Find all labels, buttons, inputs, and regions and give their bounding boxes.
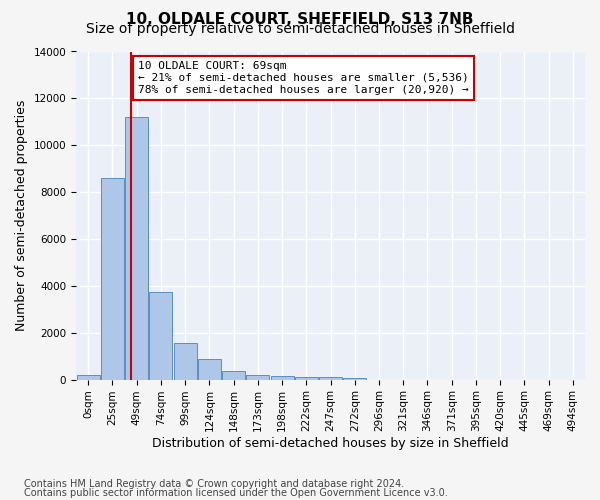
Bar bbox=[149, 292, 172, 380]
Bar bbox=[198, 358, 221, 380]
Bar bbox=[295, 378, 318, 380]
Bar bbox=[271, 376, 293, 380]
Bar bbox=[173, 344, 197, 380]
Text: Contains HM Land Registry data © Crown copyright and database right 2024.: Contains HM Land Registry data © Crown c… bbox=[24, 479, 404, 489]
Bar bbox=[77, 375, 100, 380]
Text: 10, OLDALE COURT, SHEFFIELD, S13 7NB: 10, OLDALE COURT, SHEFFIELD, S13 7NB bbox=[126, 12, 474, 28]
Y-axis label: Number of semi-detached properties: Number of semi-detached properties bbox=[15, 100, 28, 331]
Bar bbox=[125, 117, 148, 380]
X-axis label: Distribution of semi-detached houses by size in Sheffield: Distribution of semi-detached houses by … bbox=[152, 437, 509, 450]
Text: Contains public sector information licensed under the Open Government Licence v3: Contains public sector information licen… bbox=[24, 488, 448, 498]
Bar bbox=[343, 378, 366, 380]
Bar bbox=[101, 178, 124, 380]
Bar bbox=[246, 375, 269, 380]
Bar bbox=[319, 378, 342, 380]
Bar bbox=[222, 372, 245, 380]
Text: Size of property relative to semi-detached houses in Sheffield: Size of property relative to semi-detach… bbox=[86, 22, 515, 36]
Text: 10 OLDALE COURT: 69sqm
← 21% of semi-detached houses are smaller (5,536)
78% of : 10 OLDALE COURT: 69sqm ← 21% of semi-det… bbox=[138, 62, 469, 94]
